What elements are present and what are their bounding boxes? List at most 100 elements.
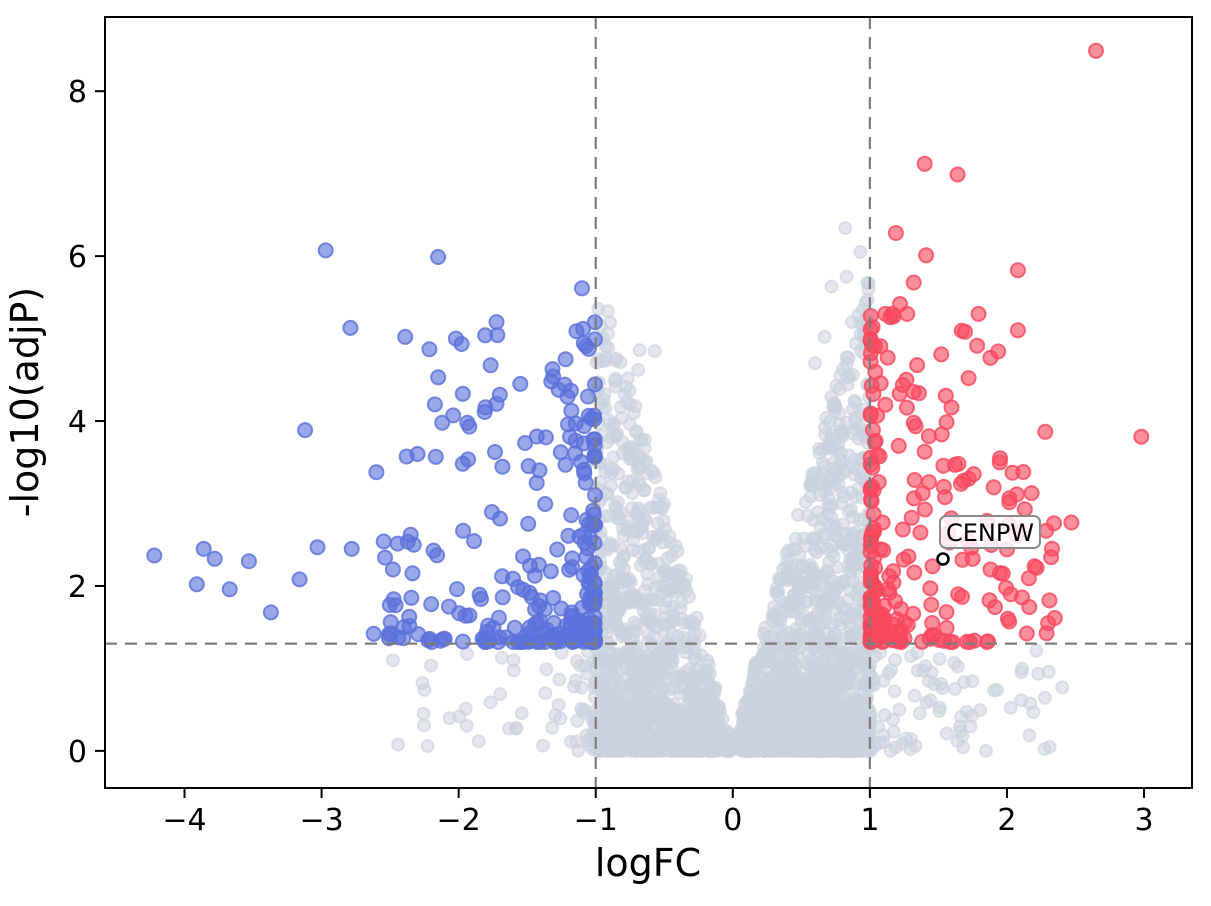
down-data-point <box>381 630 397 647</box>
down-data-point <box>557 351 574 368</box>
upregulated-points-layer <box>862 42 1150 650</box>
up-data-point <box>938 620 955 636</box>
ns-data-point <box>746 677 761 692</box>
up-data-point <box>865 386 882 402</box>
up-data-point <box>922 580 939 597</box>
down-data-point <box>466 533 483 550</box>
ns-data-point <box>768 719 783 734</box>
down-data-point <box>423 596 440 613</box>
ns-data-point <box>979 743 993 758</box>
up-data-point <box>979 634 995 650</box>
ns-data-point <box>591 352 606 367</box>
ns-data-point <box>629 506 644 521</box>
up-data-point <box>960 470 977 487</box>
down-data-point <box>421 341 438 358</box>
ns-data-point <box>686 619 701 634</box>
ns-data-point <box>892 702 907 717</box>
ns-data-point <box>703 693 718 708</box>
ns-data-point <box>831 650 846 665</box>
ns-data-point <box>625 718 640 733</box>
down-data-point <box>537 496 554 512</box>
ns-data-point <box>483 695 498 710</box>
ns-data-point <box>620 514 635 529</box>
ns-data-point <box>683 743 698 758</box>
ns-data-point <box>773 700 788 715</box>
up-data-point <box>916 155 933 172</box>
down-data-point <box>409 446 426 462</box>
up-data-point <box>907 418 924 435</box>
up-data-point <box>938 604 955 621</box>
ns-data-point <box>812 696 827 711</box>
ns-data-point <box>684 705 699 720</box>
up-data-point <box>1004 464 1021 481</box>
x-axis-label: logFC <box>595 841 701 885</box>
up-data-point <box>918 247 935 264</box>
ns-data-point <box>652 743 667 758</box>
ns-data-point <box>620 371 635 386</box>
down-data-point <box>477 634 493 650</box>
down-data-point <box>574 280 590 297</box>
ns-data-point <box>612 677 627 691</box>
ns-data-point <box>852 512 867 527</box>
ns-data-point <box>570 654 584 669</box>
ns-data-point <box>657 496 671 511</box>
ns-data-point <box>848 395 863 410</box>
ns-data-point <box>1037 690 1052 705</box>
ns-data-point <box>609 351 624 366</box>
down-data-point <box>449 581 465 598</box>
ns-data-point <box>876 673 891 688</box>
axes-frame <box>104 16 1193 789</box>
down-data-point <box>517 435 534 451</box>
ns-data-point <box>719 743 734 758</box>
down-data-point <box>576 461 592 478</box>
down-data-point <box>580 388 596 405</box>
ns-data-point <box>831 477 846 492</box>
ns-data-point <box>669 567 684 582</box>
down-data-point <box>221 581 238 598</box>
ns-data-point <box>1022 728 1037 743</box>
up-data-point <box>867 363 884 380</box>
y-axis-label: -log10(adjP) <box>3 287 47 518</box>
ns-data-point <box>1003 700 1018 715</box>
ns-data-point <box>886 724 901 739</box>
ns-data-point <box>771 584 786 599</box>
ns-data-point <box>553 711 568 726</box>
ns-data-point <box>779 546 794 561</box>
ns-data-point <box>627 665 641 680</box>
ns-data-point <box>678 633 693 648</box>
ns-data-point <box>638 682 653 697</box>
ns-data-point <box>836 517 851 532</box>
ns-data-point <box>629 618 644 633</box>
ns-data-point <box>819 710 834 725</box>
up-data-point <box>916 443 933 460</box>
ns-data-point <box>509 721 524 736</box>
up-data-point <box>895 551 912 568</box>
ns-data-point <box>494 650 509 665</box>
up-data-point <box>937 489 953 506</box>
annotation-box <box>939 515 1041 549</box>
ns-data-point <box>1042 739 1057 754</box>
ns-data-point <box>385 653 400 668</box>
ns-data-point <box>851 728 866 743</box>
ns-data-point <box>616 529 631 544</box>
ns-data-point <box>632 343 647 358</box>
down-data-point <box>447 330 464 347</box>
ns-data-point <box>536 738 550 753</box>
ns-data-point <box>815 654 830 669</box>
down-data-point <box>375 533 392 550</box>
ns-data-point <box>631 596 646 611</box>
ns-data-point <box>956 740 971 755</box>
ns-data-point <box>924 665 939 680</box>
down-data-point <box>377 549 393 566</box>
ns-data-point <box>391 737 406 752</box>
ns-data-point <box>792 743 807 758</box>
ns-data-point <box>987 683 1002 698</box>
ns-data-point <box>620 651 635 666</box>
ns-data-point <box>953 724 968 739</box>
ns-data-point <box>877 708 892 723</box>
ns-data-point <box>442 711 457 725</box>
up-data-point <box>885 563 902 580</box>
ns-data-point <box>458 701 473 716</box>
ns-data-point <box>622 383 637 398</box>
